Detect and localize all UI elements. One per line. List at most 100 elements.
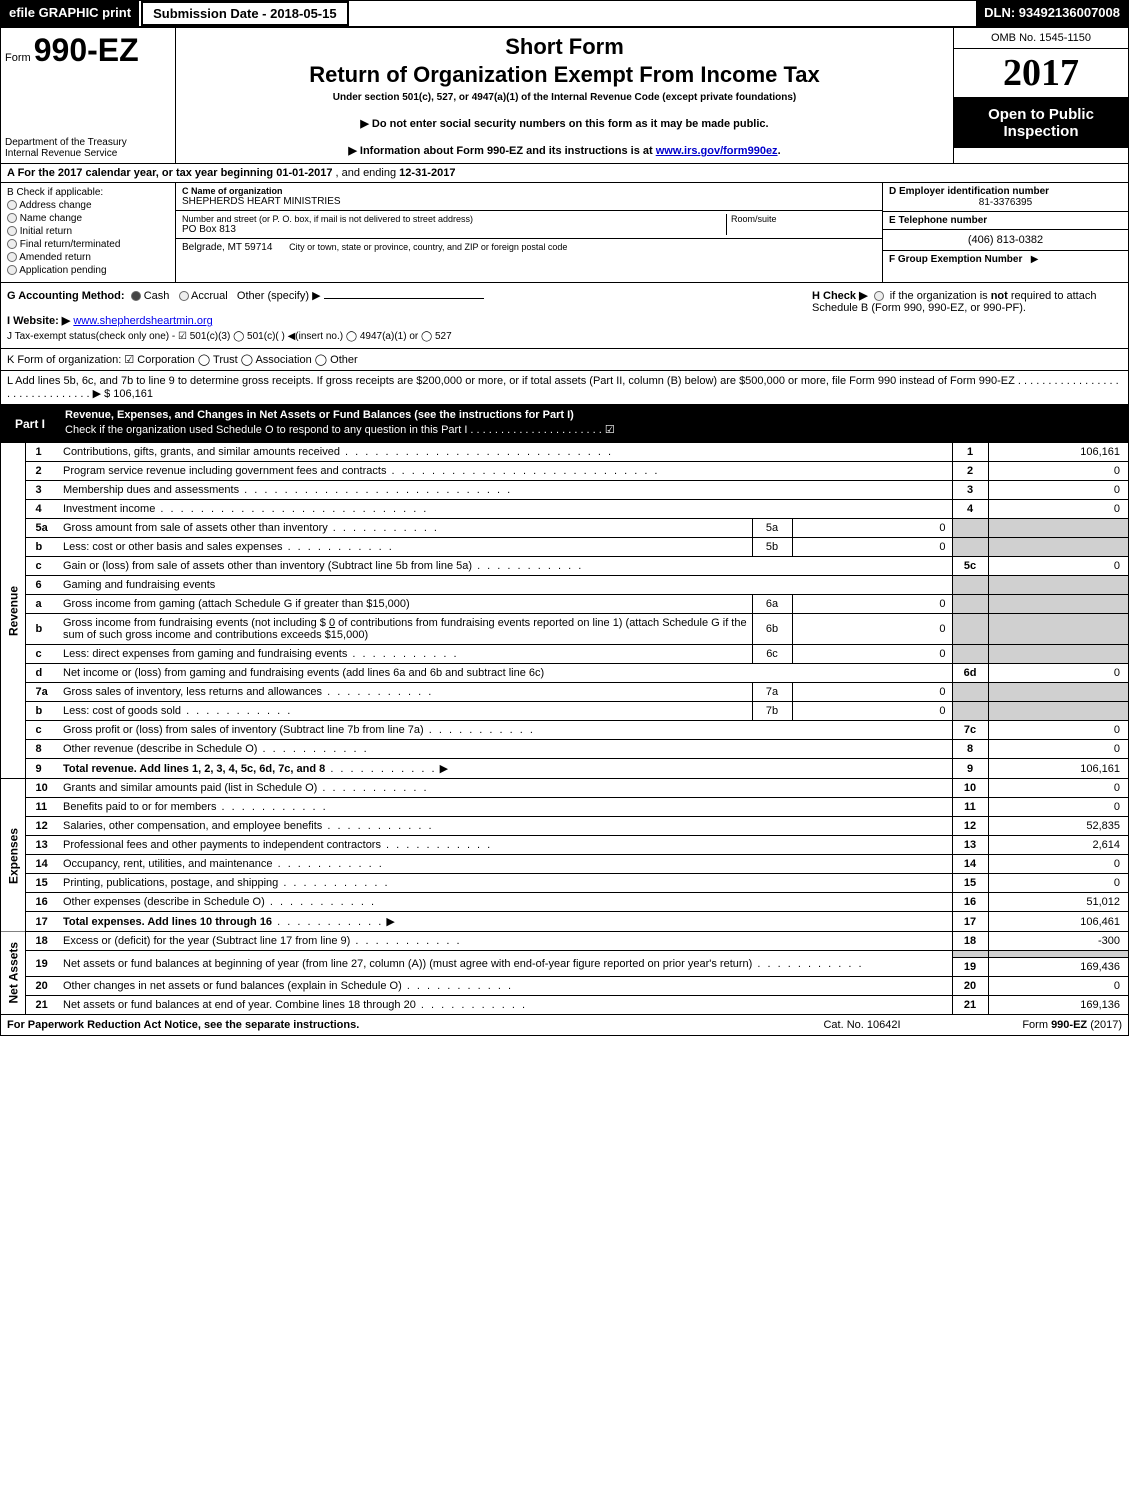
- line-8-val: 0: [988, 740, 1128, 759]
- block-e-label: E Telephone number: [889, 215, 1122, 226]
- line-7b-num: b: [25, 702, 59, 721]
- blocks-bcd: B Check if applicable: Address change Na…: [1, 182, 1128, 282]
- irs-link[interactable]: www.irs.gov/form990ez: [656, 145, 778, 157]
- line-5b-num: b: [25, 538, 59, 557]
- org-name: SHEPHERDS HEART MINISTRIES: [182, 196, 876, 207]
- chk-amended-return[interactable]: Amended return: [7, 252, 169, 263]
- h-not: not: [991, 290, 1008, 302]
- line-20-num: 20: [25, 977, 59, 996]
- line-4-num: 4: [25, 500, 59, 519]
- efile-label: efile GRAPHIC print: [1, 1, 139, 26]
- line-5a-rn-shade: [952, 519, 988, 538]
- chk-name-change[interactable]: Name change: [7, 213, 169, 224]
- city-value: Belgrade, MT 59714: [182, 242, 272, 253]
- form-number: 990-EZ: [34, 32, 139, 68]
- line-14-rn: 14: [952, 855, 988, 874]
- part-1-title: Revenue, Expenses, and Changes in Net As…: [59, 405, 1128, 442]
- line-5b-sv: 0: [792, 538, 952, 557]
- line-2-num: 2: [25, 462, 59, 481]
- header-center: Short Form Return of Organization Exempt…: [176, 28, 953, 163]
- line-16-desc: Other expenses (describe in Schedule O): [63, 896, 265, 908]
- block-h: H Check ▶ if the organization is not req…: [812, 289, 1122, 342]
- header-right: OMB No. 1545-1150 2017 Open to Public In…: [953, 28, 1128, 163]
- tax-year: 2017: [954, 49, 1128, 98]
- h-text-1: if the organization is: [890, 290, 991, 302]
- line-7b-sv: 0: [792, 702, 952, 721]
- part-1-check-line: Check if the organization used Schedule …: [65, 421, 1122, 438]
- ein-value: 81-3376395: [889, 197, 1122, 208]
- chk-address-change[interactable]: Address change: [7, 200, 169, 211]
- line-10-val: 0: [988, 779, 1128, 798]
- form-header: Form 990-EZ Department of the Treasury I…: [1, 28, 1128, 163]
- chk-amended-return-label: Amended return: [19, 252, 91, 263]
- g-label: G Accounting Method:: [7, 290, 125, 302]
- block-def: D Employer identification number 81-3376…: [883, 183, 1128, 282]
- line-6a-num: a: [25, 595, 59, 614]
- expenses-side-label: Expenses: [1, 779, 25, 932]
- instr-2: ▶ Information about Form 990-EZ and its …: [182, 144, 947, 157]
- j-row: J Tax-exempt status(check only one) - ☑ …: [7, 331, 812, 342]
- chk-application-pending[interactable]: Application pending: [7, 265, 169, 276]
- line-21-rn: 21: [952, 996, 988, 1015]
- addr-label: Number and street (or P. O. box, if mail…: [182, 214, 722, 224]
- line-7c-rn: 7c: [952, 721, 988, 740]
- line-18-rn: 18: [952, 932, 988, 951]
- telephone-value: (406) 813-0382: [883, 230, 1128, 251]
- chk-final-return[interactable]: Final return/terminated: [7, 239, 169, 250]
- line-12-rn: 12: [952, 817, 988, 836]
- radio-accrual[interactable]: [179, 291, 189, 301]
- line-8-num: 8: [25, 740, 59, 759]
- dept-line-1: Department of the Treasury: [5, 137, 171, 148]
- line-10-desc: Grants and similar amounts paid (list in…: [63, 782, 317, 794]
- line-3-num: 3: [25, 481, 59, 500]
- radio-cash[interactable]: [131, 291, 141, 301]
- line-20-desc: Other changes in net assets or fund bala…: [63, 980, 402, 992]
- line-19-num: 19: [25, 951, 59, 977]
- line-11-val: 0: [988, 798, 1128, 817]
- line-7a-sv: 0: [792, 683, 952, 702]
- line-11-num: 11: [25, 798, 59, 817]
- chk-application-pending-label: Application pending: [19, 265, 106, 276]
- line-8-rn: 8: [952, 740, 988, 759]
- block-f-label: F Group Exemption Number: [889, 254, 1022, 265]
- chk-initial-return[interactable]: Initial return: [7, 226, 169, 237]
- dept-line-2: Internal Revenue Service: [5, 148, 171, 159]
- part-1-label: Part I: [1, 413, 59, 435]
- line-13-desc: Professional fees and other payments to …: [63, 839, 381, 851]
- line-19-rn: 19: [952, 958, 988, 977]
- open-to-public: Open to Public Inspection: [954, 98, 1128, 148]
- line-7b-desc: Less: cost of goods sold: [63, 705, 181, 717]
- line-14-val: 0: [988, 855, 1128, 874]
- line-19-val: 169,436: [988, 958, 1128, 977]
- line-6-num: 6: [25, 576, 59, 595]
- line-5a-num: 5a: [25, 519, 59, 538]
- website-link[interactable]: www.shepherdsheartmin.org: [73, 315, 212, 327]
- line-5a-desc: Gross amount from sale of assets other t…: [63, 522, 328, 534]
- line-12-val: 52,835: [988, 817, 1128, 836]
- line-6a-sv: 0: [792, 595, 952, 614]
- line-6c-sn: 6c: [752, 645, 792, 664]
- revenue-side-label: Revenue: [1, 443, 25, 779]
- block-c: C Name of organization SHEPHERDS HEART M…: [176, 183, 883, 282]
- line-6c-desc: Less: direct expenses from gaming and fu…: [63, 648, 347, 660]
- line-7b-sn: 7b: [752, 702, 792, 721]
- line-10-rn: 10: [952, 779, 988, 798]
- checkbox-h[interactable]: [874, 291, 884, 301]
- line-9-val: 106,161: [988, 759, 1128, 779]
- line-6c-num: c: [25, 645, 59, 664]
- row-k: K Form of organization: ☑ Corporation ◯ …: [1, 348, 1128, 370]
- line-7a-desc: Gross sales of inventory, less returns a…: [63, 686, 322, 698]
- line-5c-num: c: [25, 557, 59, 576]
- line-4-desc: Investment income: [63, 503, 155, 515]
- line-17-val: 106,461: [988, 912, 1128, 932]
- line-13-num: 13: [25, 836, 59, 855]
- line-9-rn: 9: [952, 759, 988, 779]
- footer-left: For Paperwork Reduction Act Notice, see …: [7, 1019, 762, 1031]
- line-6d-num: d: [25, 664, 59, 683]
- line-7c-val: 0: [988, 721, 1128, 740]
- line-1-rn: 1: [952, 443, 988, 462]
- chk-final-return-label: Final return/terminated: [20, 239, 121, 250]
- accrual-label: Accrual: [191, 290, 228, 302]
- line-13-val: 2,614: [988, 836, 1128, 855]
- line-7a-num: 7a: [25, 683, 59, 702]
